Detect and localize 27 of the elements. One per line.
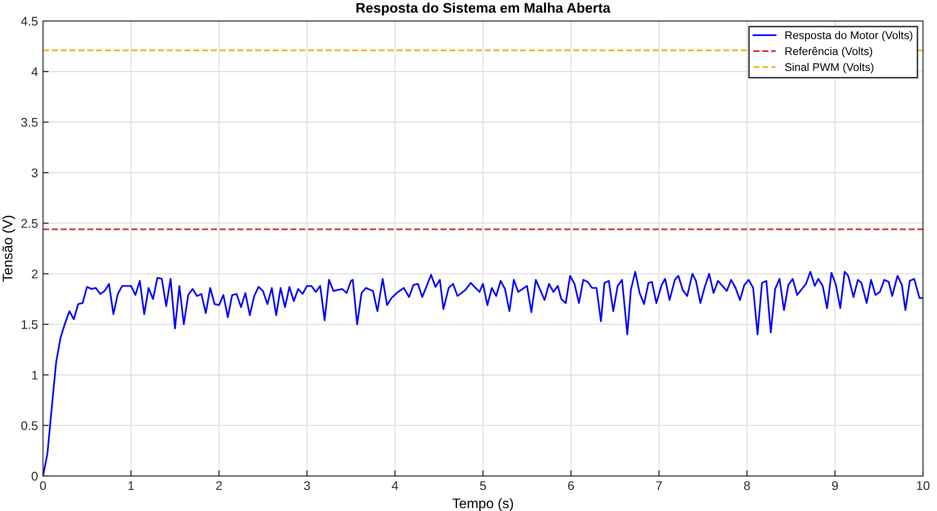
y-axis-title: Tensão (V) xyxy=(2,216,16,282)
x-tick-label: 1 xyxy=(128,481,134,490)
legend-label: Resposta do Motor (Volts) xyxy=(785,31,912,42)
x-tick-label: 8 xyxy=(744,481,750,490)
x-tick-label: 10 xyxy=(917,481,930,490)
y-tick-label: 3.5 xyxy=(21,118,38,127)
y-tick-label: 0.5 xyxy=(21,421,38,430)
y-tick-label: 1.5 xyxy=(22,320,38,329)
y-tick-label: 1 xyxy=(32,370,38,380)
x-tick-label: 6 xyxy=(568,481,574,490)
x-axis-title: Tempo (s) xyxy=(452,498,514,511)
x-tick-label: 7 xyxy=(656,481,662,490)
x-tick-label: 2 xyxy=(216,481,222,490)
y-tick-label: 2 xyxy=(32,270,38,278)
legend-label: Sinal PWM (Volts) xyxy=(785,62,874,74)
x-tick-label: 0 xyxy=(40,481,46,490)
y-tick-label: 3 xyxy=(32,168,38,178)
y-tick-label: 4.5 xyxy=(21,16,38,26)
y-tick-label: 0 xyxy=(32,472,38,481)
legend-label: Referência (Volts) xyxy=(785,46,872,58)
chart-title: Resposta do Sistema em Malha Aberta xyxy=(356,2,611,16)
y-tick-label: 2.5 xyxy=(21,219,38,228)
x-tick-label: 5 xyxy=(480,481,486,490)
y-tick-label: 4 xyxy=(31,67,38,76)
x-tick-label: 9 xyxy=(832,481,838,490)
x-tick-label: 3 xyxy=(304,481,310,490)
x-tick-label: 4 xyxy=(392,481,398,490)
